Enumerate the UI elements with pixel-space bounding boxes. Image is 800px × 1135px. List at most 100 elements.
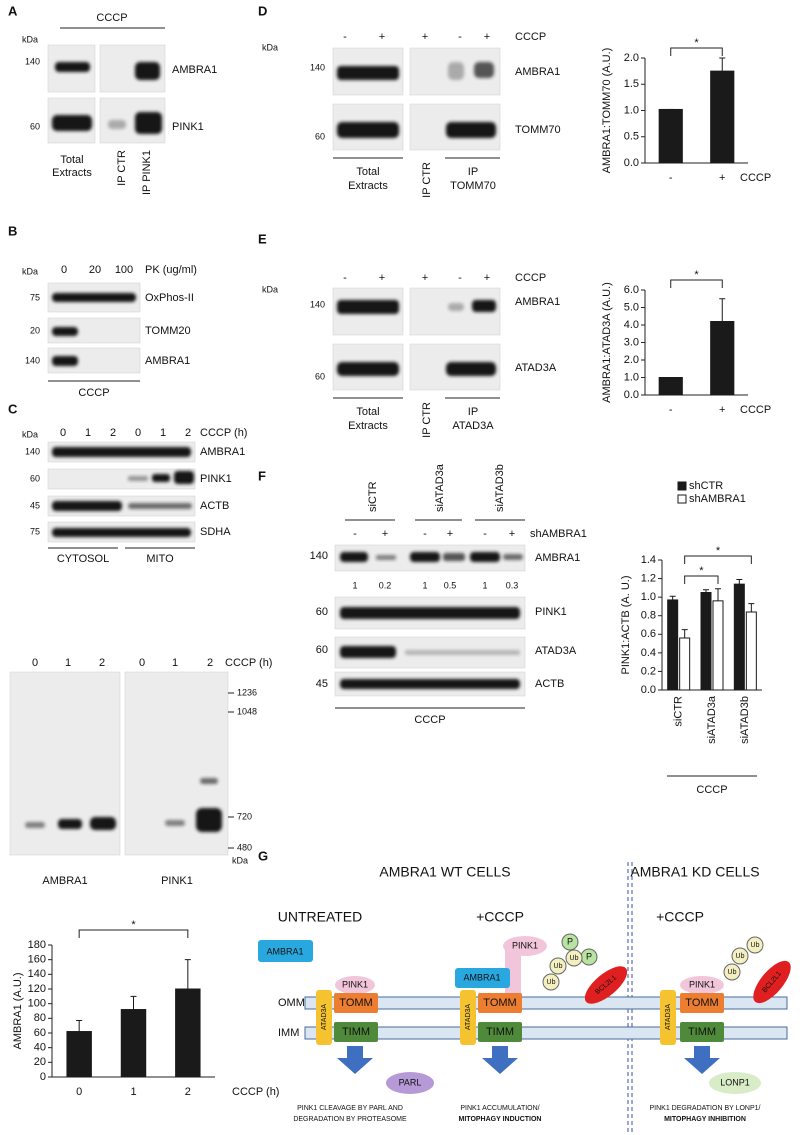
ratio-label: 0.3 (506, 580, 519, 590)
x-axis-label: CCCP (740, 172, 771, 184)
kda-label: kDa (22, 429, 38, 439)
protein-label: AMBRA1 (515, 66, 560, 78)
protein-label: TOMM (685, 997, 718, 1009)
y-axis-label: AMBRA1:TOMM70 (A.U.) (601, 48, 613, 174)
x-axis-label: CCCP (h) (232, 1086, 279, 1098)
y-tick-label: 0.4 (641, 647, 656, 659)
x-axis-label: CCCP (696, 784, 727, 796)
dose-label: 0 (61, 264, 67, 276)
bar (710, 321, 735, 396)
significance-label: * (694, 37, 699, 49)
bar (733, 583, 745, 691)
protein-shape (709, 1072, 761, 1094)
sh-label: shAMBRA1 (530, 528, 587, 540)
time-label: 1 (160, 427, 166, 439)
section-title: AMBRA1 WT CELLS (379, 864, 510, 880)
protein-shape (753, 960, 791, 1004)
time-label: 0 (135, 427, 141, 439)
protein-label: ATAD3A (465, 1004, 472, 1031)
significance-bracket (684, 555, 752, 564)
dose-label: 100 (115, 264, 133, 276)
band (448, 62, 464, 80)
band (55, 62, 90, 72)
x-tick-label: siATAD3a (706, 695, 718, 744)
ratio-label: 1 (352, 580, 357, 590)
protein-shape (584, 966, 628, 1004)
mw-label: 140 (25, 446, 40, 456)
y-axis-label: PINK1:ACTB (A. U.) (620, 575, 632, 674)
protein-label: AMBRA1 (42, 875, 87, 887)
protein-label: LONP1 (720, 1077, 750, 1087)
mw-label: 60 (315, 131, 325, 141)
modification-label: Ub (736, 953, 745, 960)
modification-label: P (586, 951, 592, 961)
error-bar (184, 959, 191, 989)
caption: DEGRADATION BY PROTEASOME (293, 1116, 407, 1123)
y-tick-label: 80 (34, 1012, 46, 1024)
mw-label: 60 (316, 644, 328, 656)
y-tick-label: 40 (34, 1042, 46, 1054)
protein-label: TOMM (483, 997, 516, 1009)
group-label: siATAD3b (494, 464, 506, 512)
modification-label: Ub (547, 979, 556, 986)
y-tick-label: 0 (40, 1071, 46, 1083)
sign-label: - (483, 528, 487, 540)
protein-box (478, 993, 522, 1013)
time-label: 1 (172, 657, 178, 669)
time-label: 0 (60, 427, 66, 439)
band (337, 300, 399, 314)
protein-label: PINK1 (512, 940, 538, 950)
protein-box (680, 993, 724, 1013)
y-tick-label: 0.2 (641, 665, 656, 677)
group-label: siATAD3a (434, 463, 446, 512)
significance-label: * (699, 565, 704, 577)
sign-label: + (447, 528, 453, 540)
treatment-label: CCCP (78, 387, 109, 399)
modification (723, 963, 741, 981)
panel-label: G (258, 848, 268, 863)
band (446, 362, 496, 376)
bar (66, 1031, 92, 1078)
bar (658, 108, 683, 164)
arrow (337, 1046, 373, 1074)
error-bar (719, 298, 726, 322)
bar (710, 70, 735, 164)
modification (561, 933, 579, 951)
protein-label: TOMM70 (515, 124, 561, 136)
y-tick-label: 1.5 (624, 78, 639, 90)
sign-label: + (379, 31, 385, 43)
bar (175, 988, 201, 1078)
lane-label: ATAD3A (452, 420, 494, 432)
protein-label: AMBRA1 (200, 446, 245, 458)
band (200, 778, 218, 784)
kda-label: kDa (22, 34, 38, 44)
ratio-label: 1 (422, 580, 427, 590)
caption: MITOPHAGY INDUCTION (459, 1116, 542, 1123)
band (174, 471, 194, 484)
band (25, 822, 45, 828)
protein-label: ACTB (535, 678, 564, 690)
bar (712, 600, 724, 691)
band (376, 555, 396, 560)
caption: PINK1 CLEAVAGE BY PARL AND (297, 1105, 403, 1112)
band (448, 303, 464, 311)
mw-label: 60 (30, 473, 40, 483)
x-tick-label: - (669, 172, 673, 184)
lane-label: Total (60, 154, 83, 166)
protein-box (334, 1022, 378, 1042)
protein-label: PINK1 (689, 979, 715, 989)
lane-label: Total (356, 406, 379, 418)
band (90, 817, 116, 830)
group-label: siCTR (367, 481, 379, 512)
y-tick-label: 1.0 (624, 104, 639, 116)
sign-label: + (422, 272, 428, 284)
x-tick-label: siATAD3b (739, 696, 751, 744)
panel-label: F (258, 468, 266, 483)
protein-label: PINK1 (161, 875, 193, 887)
band (472, 300, 496, 312)
dose-title: PK (ug/ml) (145, 264, 197, 276)
band (152, 474, 170, 482)
x-tick-label: + (719, 172, 725, 184)
error-bar (681, 629, 688, 638)
mw-label: 75 (30, 526, 40, 536)
